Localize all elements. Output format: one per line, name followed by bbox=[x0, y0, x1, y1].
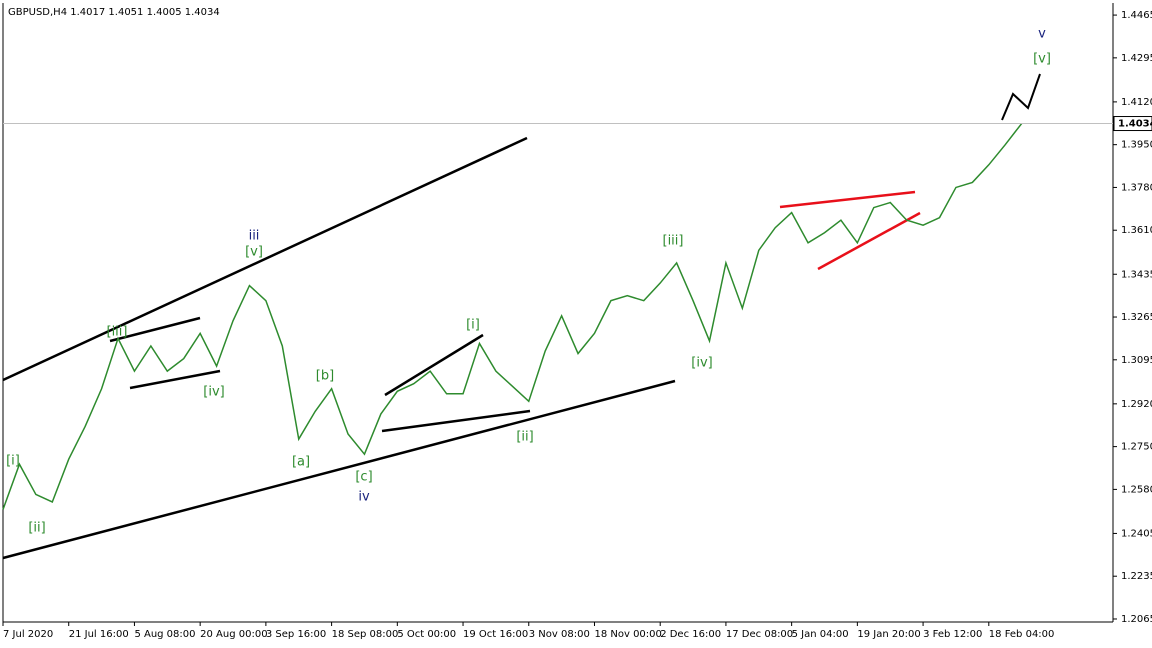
x-tick-label: 17 Dec 08:00 bbox=[726, 629, 793, 640]
y-tick-label: 1.2580 bbox=[1121, 484, 1152, 495]
wave-label: [i] bbox=[6, 454, 20, 469]
triangle-line bbox=[381, 409, 531, 433]
wave-label: iv bbox=[358, 490, 370, 505]
x-tick-label: 2 Dec 16:00 bbox=[660, 629, 721, 640]
wave-label: iii bbox=[249, 229, 260, 244]
x-tick-label: 3 Nov 08:00 bbox=[529, 629, 590, 640]
channel-upper bbox=[2, 136, 528, 382]
x-tick-label: 18 Sep 08:00 bbox=[332, 629, 399, 640]
x-tick-label: 5 Oct 00:00 bbox=[397, 629, 456, 640]
y-tick-label: 1.2405 bbox=[1121, 528, 1152, 539]
x-tick-label: 19 Jan 20:00 bbox=[857, 629, 920, 640]
y-tick-label: 1.3265 bbox=[1121, 312, 1152, 323]
triangle-line bbox=[817, 211, 921, 271]
y-tick-label: 1.3435 bbox=[1121, 269, 1152, 280]
wave-label: [iii] bbox=[107, 325, 128, 340]
wave-label: [v] bbox=[245, 245, 263, 260]
triangle-line bbox=[129, 369, 221, 390]
wave-label: [v] bbox=[1033, 52, 1051, 67]
y-tick-label: 1.3610 bbox=[1121, 225, 1152, 236]
triangle-line bbox=[109, 316, 201, 343]
x-tick-label: 5 Aug 08:00 bbox=[134, 629, 195, 640]
channel-lower bbox=[2, 379, 676, 560]
wave-label: [a] bbox=[292, 455, 310, 470]
wave-label: [i] bbox=[466, 318, 480, 333]
price-line bbox=[2, 123, 1023, 510]
x-tick-label: 3 Feb 12:00 bbox=[923, 629, 982, 640]
wave-label: v bbox=[1038, 27, 1046, 42]
y-tick-label: 1.2920 bbox=[1121, 399, 1152, 410]
wave-label: [iv] bbox=[691, 356, 712, 371]
y-tick-label: 1.2750 bbox=[1121, 442, 1152, 453]
last-price-box bbox=[1113, 116, 1152, 132]
last-price-label: 1.4034 bbox=[1118, 119, 1152, 130]
triangle-line bbox=[779, 190, 916, 209]
y-tick-label: 1.2065 bbox=[1121, 614, 1152, 625]
wave-label: [iv] bbox=[203, 385, 224, 400]
projection bbox=[1001, 73, 1041, 121]
y-tick-label: 1.3780 bbox=[1121, 182, 1152, 193]
wave-label: [b] bbox=[316, 369, 334, 384]
red-triangle bbox=[779, 190, 921, 271]
wave-label: [c] bbox=[355, 470, 372, 485]
y-tick-label: 1.3950 bbox=[1121, 140, 1152, 151]
y-tick-label: 1.4465 bbox=[1121, 10, 1152, 21]
x-tick-label: 3 Sep 16:00 bbox=[266, 629, 326, 640]
x-tick-label: 5 Jan 04:00 bbox=[792, 629, 849, 640]
triangle-line bbox=[384, 333, 484, 397]
y-tick-label: 1.4295 bbox=[1121, 53, 1152, 64]
wave-label: [ii] bbox=[28, 521, 45, 536]
wave-label: [ii] bbox=[516, 430, 533, 445]
chart-title: GBPUSD,H4 1.4017 1.4051 1.4005 1.4034 bbox=[8, 7, 220, 18]
x-tick-label: 20 Aug 00:00 bbox=[200, 629, 267, 640]
wave-label: [iii] bbox=[663, 234, 684, 249]
x-tick-label: 7 Jul 2020 bbox=[3, 629, 53, 640]
x-tick-label: 21 Jul 16:00 bbox=[69, 629, 129, 640]
y-tick-label: 1.2235 bbox=[1121, 571, 1152, 582]
trendlines bbox=[2, 73, 1041, 560]
y-tick-label: 1.4120 bbox=[1121, 97, 1152, 108]
y-tick-label: 1.3095 bbox=[1121, 355, 1152, 366]
x-tick-label: 18 Feb 04:00 bbox=[989, 629, 1055, 640]
x-tick-label: 19 Oct 16:00 bbox=[463, 629, 528, 640]
x-tick-label: 18 Nov 00:00 bbox=[594, 629, 661, 640]
